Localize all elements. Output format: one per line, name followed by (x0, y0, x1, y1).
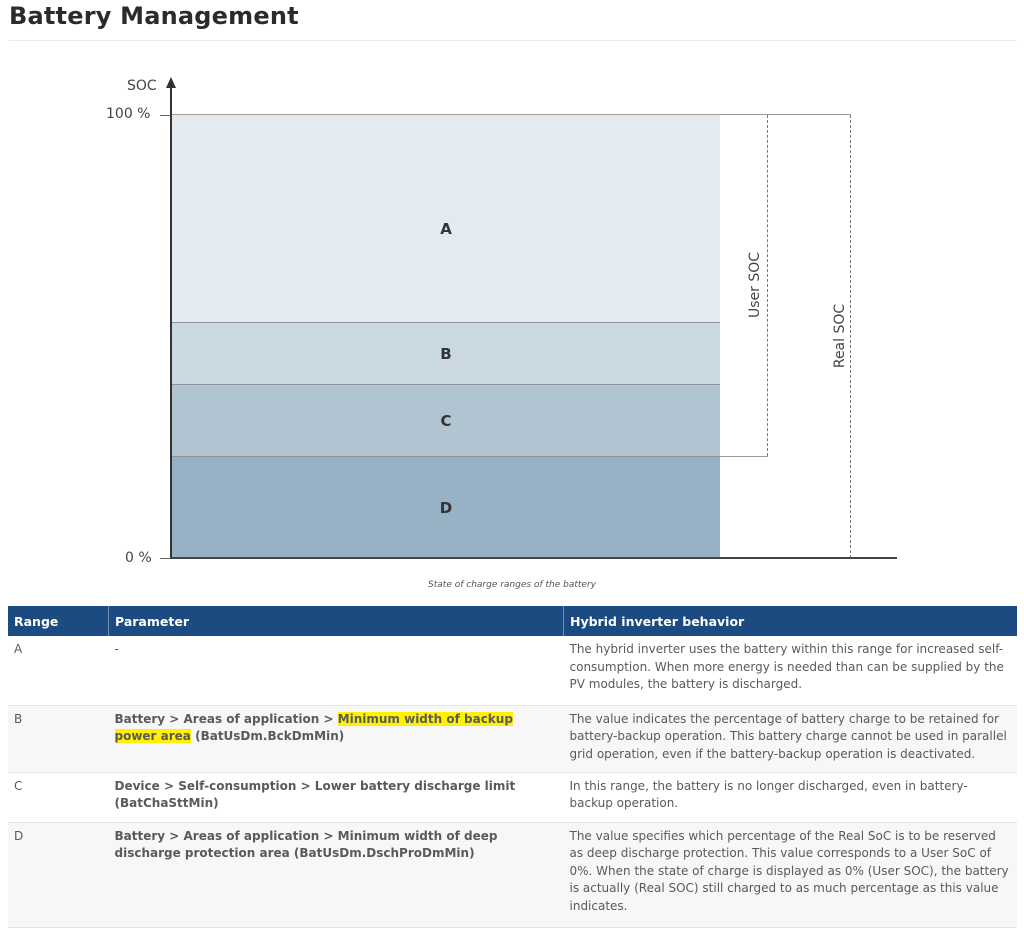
range-c-label: C (440, 411, 452, 430)
y-axis-line (170, 86, 172, 559)
cell-parameter: Battery > Areas of application > Minimum… (108, 822, 564, 928)
cell-parameter: Battery > Areas of application > Minimum… (108, 705, 564, 773)
parameter-id: (BatUsDm.BckDmMin) (190, 729, 345, 743)
cell-range: D (8, 822, 109, 928)
cell-behavior: In this range, the battery is no longer … (563, 772, 1017, 823)
cell-parameter: Device > Self-consumption > Lower batter… (108, 772, 564, 823)
cell-range: A (8, 636, 109, 706)
page-title: Battery Management (9, 2, 299, 30)
table-header-row: Range Parameter Hybrid inverter behavior (8, 606, 1017, 636)
tick-0-mark (160, 558, 171, 559)
range-d-label: D (439, 498, 453, 517)
y-axis-label: SOC (127, 78, 157, 94)
soc-range-table: Range Parameter Hybrid inverter behavior… (8, 606, 1017, 928)
range-c-band: C (172, 384, 720, 456)
line-100 (172, 114, 851, 115)
user-soc-label: User SOC (747, 251, 763, 319)
range-b-band: B (172, 322, 720, 384)
x-axis-line (170, 557, 897, 559)
header-parameter: Parameter (108, 606, 564, 636)
cell-range: C (8, 772, 109, 823)
table-row: C Device > Self-consumption > Lower batt… (8, 772, 1017, 823)
chart-caption: State of charge ranges of the battery (428, 580, 596, 590)
tick-100: 100 % (106, 106, 151, 122)
real-soc-label: Real SOC (832, 303, 848, 369)
tick-100-mark (160, 115, 171, 116)
table-row: B Battery > Areas of application > Minim… (8, 705, 1017, 773)
soc-chart: SOC 100 % 0 % A B C D User SOC Real SOC … (106, 77, 897, 590)
header-behavior: Hybrid inverter behavior (563, 606, 1017, 636)
range-a-label: A (440, 219, 452, 238)
real-soc-dashed-line (850, 115, 851, 558)
y-axis-arrow-icon (166, 77, 176, 88)
range-d-band: D (172, 456, 720, 558)
table-row: A - The hybrid inverter uses the battery… (8, 636, 1017, 706)
range-b-label: B (440, 344, 452, 363)
tick-0: 0 % (125, 550, 152, 566)
cell-range: B (8, 705, 109, 773)
table-row: D Battery > Areas of application > Minim… (8, 822, 1017, 928)
cell-behavior: The value specifies which percentage of … (563, 822, 1017, 928)
title-divider (9, 40, 1017, 41)
cell-parameter: - (108, 636, 564, 706)
user-soc-bottom-line (720, 456, 768, 457)
user-soc-dashed-line (767, 115, 768, 456)
cell-behavior: The hybrid inverter uses the battery wit… (563, 636, 1017, 706)
header-range: Range (8, 606, 109, 636)
cell-behavior: The value indicates the percentage of ba… (563, 705, 1017, 773)
range-a-band: A (172, 115, 720, 322)
parameter-path: Battery > Areas of application > (114, 711, 338, 726)
